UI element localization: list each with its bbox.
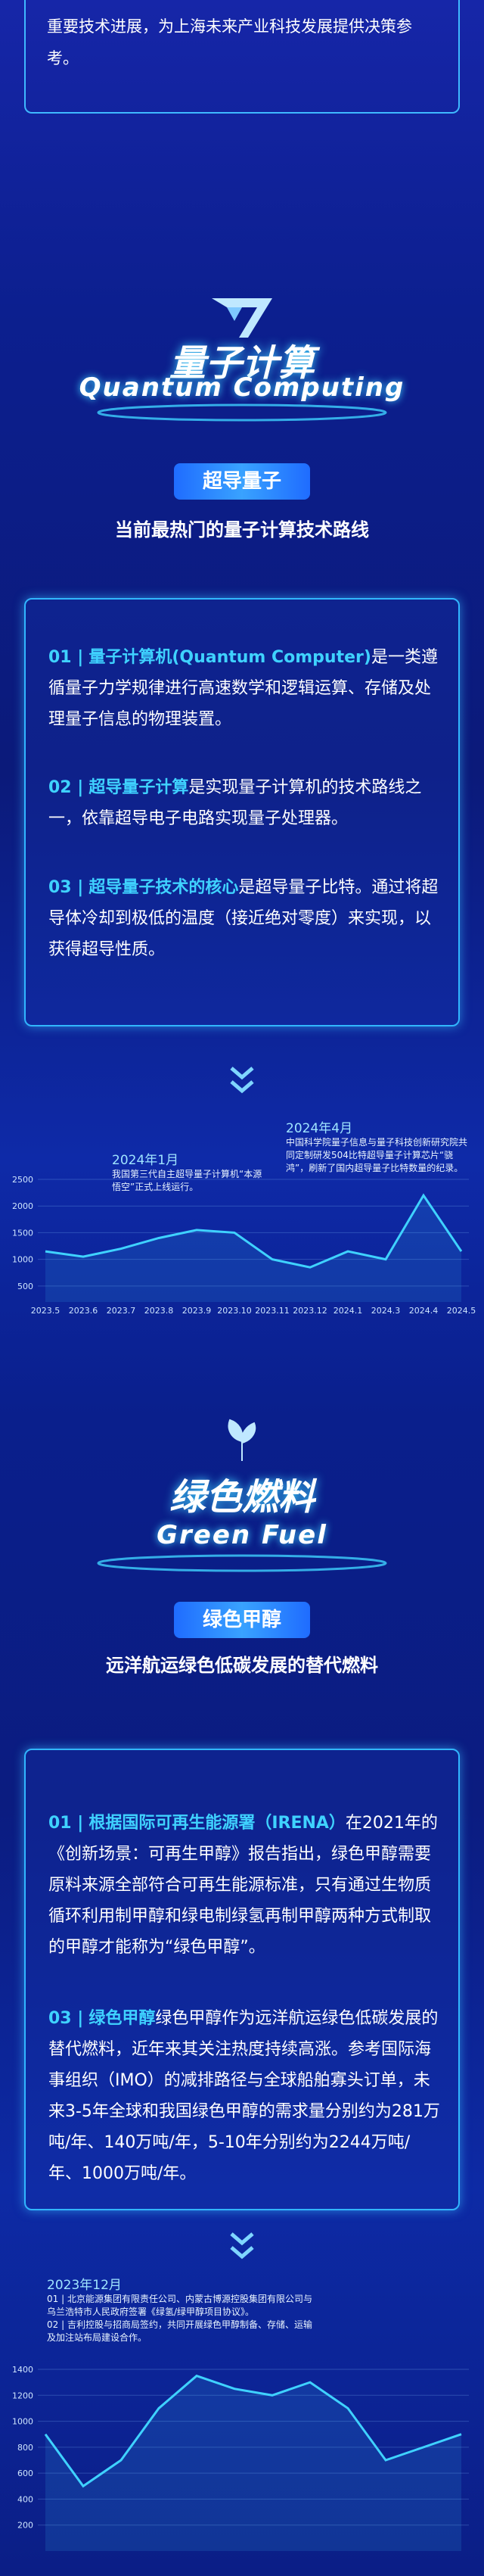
item-text: 是超导量子比特。通过将超导体冷却到极低的温度（接近绝对零度）来实现，以获得超导性…	[48, 878, 439, 959]
y-tick-label: 1400	[12, 2365, 33, 2375]
y-tick-label: 2500	[12, 1175, 33, 1185]
y-tick-label: 1000	[12, 2417, 33, 2427]
leaf-icon	[228, 1419, 256, 1461]
line	[45, 1193, 463, 1269]
item: 02 | 超导量子计算是实现量子计算机的技术路线之一，依靠超导电子电路实现量子处…	[48, 772, 442, 834]
subtitle: 当前最热门的量子计算技术路线	[115, 519, 369, 540]
item: 01 | 量子计算机(Quantum Computer)是一类遵循量子力学规律进…	[48, 642, 442, 735]
text-box	[24, 598, 460, 1026]
item-text: 是实现量子计算机的技术路线之一，依靠超导电子电路实现量子处理器。	[48, 778, 422, 828]
y-tick-label: 400	[17, 2494, 33, 2504]
item-highlight: 根据国际可再生能源署（IRENA）	[88, 1814, 346, 1833]
item-highlight: 超导量子技术的核心	[88, 878, 239, 897]
chevrons	[230, 1067, 254, 1094]
text-box	[24, 1749, 460, 2210]
x-tick-label: 2023.9	[182, 1306, 212, 1316]
quantum-icon	[212, 298, 272, 338]
x-tick-label: 2024.4	[409, 1306, 439, 1316]
x-tick-label: 2023.5	[31, 1306, 60, 1316]
item-number: 01 |	[48, 648, 84, 667]
y-tick-label: 1000	[12, 1255, 33, 1265]
item: 03 | 绿色甲醇绿色甲醇作为远洋航运绿色低碳发展的替代燃料，近年来其关注热度持…	[48, 2003, 442, 2189]
item: 01 | 根据国际可再生能源署（IRENA）在2021年的《创新场景：可再生甲醇…	[48, 1808, 442, 1963]
line-area	[45, 2375, 461, 2551]
x-tick-label: 2023.12	[293, 1306, 327, 1316]
item-number: 01 |	[48, 1814, 84, 1833]
x-tick-label: 2024.5	[447, 1306, 476, 1316]
y-tick-label: 500	[17, 1282, 33, 1291]
annotation-text: 我国第三代自主超导量子计算机“本源悟空”正式上线运行。	[112, 1169, 262, 1192]
item-highlight: 超导量子计算	[88, 778, 189, 797]
x-tick-label: 2024.3	[371, 1306, 401, 1316]
glow	[97, 403, 387, 422]
section-title: 绿色燃料	[169, 1476, 315, 1519]
annotation-date: 2024年1月	[112, 1153, 179, 1168]
annotation-date: 2023年12月	[47, 2278, 122, 2293]
annotation-text: 中国科学院量子信息与量子科技创新研究院共同定制研发504比特超导量子计算芯片“骁…	[286, 1137, 468, 1173]
x-tick-label: 2023.8	[144, 1306, 174, 1316]
y-tick-label: 1200	[12, 2391, 33, 2400]
y-tick-label: 200	[17, 2521, 33, 2531]
subtitle: 远洋航运绿色低碳发展的替代燃料	[106, 1655, 378, 1676]
annotation-note: 01 | 北京能源集团有限责任公司、内蒙古博源控股集团有限公司与乌兰浩特市人民政…	[47, 2294, 312, 2317]
y-tick-label: 2000	[12, 1201, 33, 1211]
annotation: 2024年1月 我国第三代自主超导量子计算机“本源悟空”正式上线运行。	[112, 1149, 263, 1194]
x-tick-label: 2023.11	[255, 1306, 290, 1316]
item: 03 | 超导量子技术的核心是超导量子比特。通过将超导体冷却到极低的温度（接近绝…	[48, 872, 442, 965]
section-title-en: Green Fuel	[157, 1520, 327, 1550]
y-tick-label: 800	[17, 2443, 33, 2453]
chevrons	[230, 2232, 254, 2260]
x-tick-label: 2023.7	[107, 1306, 136, 1316]
item-number: 03 |	[48, 878, 84, 897]
annotation-note: 02 | 吉利控股与招商局签约，共同开展绿色甲醇制备、存储、运输及加注站布局建设…	[47, 2319, 312, 2343]
item-highlight: 绿色甲醇	[88, 2009, 156, 2028]
annotation: 2024年4月 中国科学院量子信息与量子科技创新研究院共同定制研发504比特超导…	[286, 1117, 467, 1175]
x-tick-label: 2023.6	[69, 1306, 98, 1316]
line-area	[45, 1195, 461, 1302]
line	[44, 2374, 462, 2488]
annotation-date: 2024年4月	[286, 1121, 353, 1136]
item-text: 是一类遵循量子力学规律进行高速数学和逻辑运算、存储及处理量子信息的物理装置。	[48, 648, 438, 729]
badge: 超导量子	[174, 463, 310, 500]
item-text: 在2021年的《创新场景：可再生甲醇》报告指出，绿色甲醇需要原料来源全部符合可再…	[48, 1814, 438, 1957]
chart: 500 1000 1500 2000 2500 2023.5 2023.6 2023.7 202…	[12, 1175, 476, 1316]
intro-text: 重要技术进展，为上海未来产业科技发展提供决策参考。	[24, 0, 460, 114]
badge: 绿色甲醇	[174, 1602, 310, 1638]
item-highlight: 量子计算机(Quantum Computer)	[88, 648, 371, 667]
x-tick-label: 2023.10	[217, 1306, 252, 1316]
section-title-en: Quantum Computing	[79, 372, 405, 403]
section-title: 量子计算	[169, 342, 315, 385]
x-tick-label: 2024.1	[334, 1306, 363, 1316]
chart: 200 400 600 800 1000 1200 1400	[12, 2365, 469, 2551]
item-text: 绿色甲醇作为远洋航运绿色低碳发展的替代燃料，近年来其关注热度持续高涨。参考国际海…	[48, 2009, 440, 2183]
item-number: 03 |	[48, 2009, 84, 2028]
item-number: 02 |	[48, 778, 84, 797]
annotation: 2023年12月 01 | 北京能源集团有限责任公司、内蒙古博源控股集团有限公司…	[47, 2274, 319, 2344]
y-tick-label: 600	[17, 2469, 33, 2478]
y-tick-label: 1500	[12, 1228, 33, 1238]
glow	[97, 1554, 387, 1572]
